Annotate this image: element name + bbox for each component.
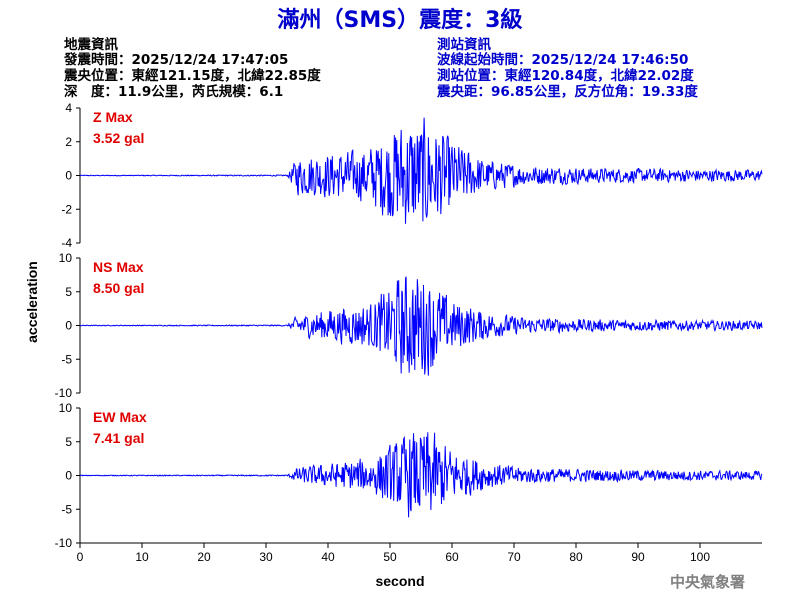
y-tick-label-z: 0	[65, 169, 72, 183]
y-tick-label-z: -2	[61, 202, 72, 216]
x-tick-label: 80	[569, 550, 583, 564]
event-time: 發震時間：2025/12/24 17:47:05	[63, 51, 288, 68]
page-title: 滿州（SMS）震度：3級	[278, 7, 523, 33]
y-tick-label-z: 4	[65, 101, 72, 115]
max-title-ew: EW Max	[93, 409, 147, 425]
y-tick-label-ew: -10	[55, 536, 73, 550]
event-depth-magnitude: 深 度：11.9公里，芮氏規模：6.1	[64, 83, 283, 100]
max-title-z: Z Max	[93, 109, 133, 125]
station-location: 測站位置：東經120.84度，北緯22.02度	[437, 67, 694, 84]
y-tick-label-ew: 10	[59, 401, 73, 415]
y-tick-label-ns: -10	[55, 386, 73, 400]
event-epicenter: 震央位置：東經121.15度，北緯22.85度	[63, 67, 321, 84]
panel-ew: -10 -5 0 5 10 EW Max 7.41 gal	[55, 401, 763, 550]
max-title-ns: NS Max	[93, 259, 144, 275]
panel-ns: -10 -5 0 5 10 NS Max 8.50 gal	[55, 251, 763, 400]
panel-z: -4 -2 0 2 4 Z Max 3.52 gal	[61, 101, 763, 250]
y-tick-label-ns: -5	[61, 352, 72, 366]
y-tick-label-ns: 10	[59, 251, 73, 265]
station-wave-start: 波線起始時間：2025/12/24 17:46:50	[437, 51, 688, 68]
waveform-z	[79, 117, 763, 224]
y-axis-label: acceleration	[24, 261, 40, 343]
x-tick-label: 30	[259, 550, 273, 564]
waveform-ew	[79, 432, 763, 518]
y-tick-label-ns: 5	[65, 285, 72, 299]
y-tick-label-ew: 5	[65, 435, 72, 449]
x-tick-label: 70	[507, 550, 521, 564]
x-tick-label: 50	[383, 550, 397, 564]
x-tick-label: 40	[321, 550, 335, 564]
station-info-block: 測站資訊 波線起始時間：2025/12/24 17:46:50 測站位置：東經1…	[436, 36, 698, 100]
max-value-ns: 8.50 gal	[93, 280, 144, 296]
x-tick-label: 90	[631, 550, 645, 564]
max-value-ew: 7.41 gal	[93, 430, 144, 446]
event-info-heading: 地震資訊	[64, 36, 118, 53]
station-info-heading: 測站資訊	[437, 36, 491, 53]
waveform-ns	[79, 276, 763, 376]
x-tick-label: 20	[197, 550, 211, 564]
event-info-block: 地震資訊 發震時間：2025/12/24 17:47:05 震央位置：東經121…	[63, 36, 321, 100]
x-axis: 0 10 20 30 40 50 60 70 80 90 100	[77, 542, 762, 564]
y-tick-label-z: 2	[65, 135, 72, 149]
station-distance: 震央距：96.85公里，反方位角：19.33度	[436, 83, 698, 100]
x-tick-label: 0	[77, 550, 84, 564]
x-tick-label: 100	[690, 550, 710, 564]
y-tick-label-ew: 0	[65, 469, 72, 483]
x-tick-label: 10	[135, 550, 149, 564]
agency-watermark: 中央氣象署	[670, 573, 745, 591]
x-tick-label: 60	[445, 550, 459, 564]
y-tick-label-z: -4	[61, 236, 72, 250]
panels-group: -4 -2 0 2 4 Z Max 3.52 gal -10 -5 0 5 10 NS Max 8.50 …	[55, 101, 763, 550]
y-tick-label-ns: 0	[65, 319, 72, 333]
y-tick-label-ew: -5	[61, 502, 72, 516]
max-value-z: 3.52 gal	[93, 130, 144, 146]
x-axis-label: second	[375, 573, 424, 589]
